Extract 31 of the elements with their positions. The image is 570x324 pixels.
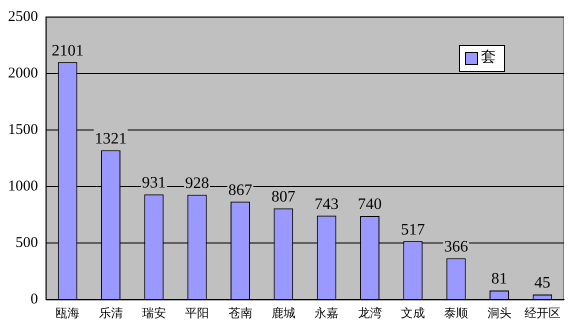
x-tick-label: 龙湾 [358,306,382,320]
data-label: 867 [228,182,252,199]
x-tick-label: 乐清 [98,306,123,320]
y-tick-label: 2000 [8,65,38,82]
data-label: 366 [444,238,468,256]
data-label: 81 [491,270,508,288]
x-tick-label: 瓯海 [56,306,80,320]
data-label: 740 [358,196,382,214]
y-tick-label: 2500 [8,8,38,25]
x-tick-label: 文成 [400,306,425,320]
y-tick-label: 0 [30,292,38,308]
x-tick-label: 永嘉 [314,306,339,320]
x-tick-label: 瑞安 [142,306,166,320]
x-tick-label: 泰顺 [444,306,468,320]
data-label: 931 [142,174,166,192]
data-label: 45 [534,274,550,292]
x-tick-label: 洞头 [487,306,512,320]
data-label: 2101 [52,42,84,60]
data-label: 807 [271,188,296,206]
x-tick-label: 苍南 [228,306,252,320]
data-label: 1321 [94,130,127,148]
y-tick-label: 1500 [8,122,38,138]
x-tick-label: 经开区 [524,306,560,320]
x-tick-label: 平阳 [185,306,210,320]
data-label: 517 [400,221,425,238]
x-tick-label: 鹿城 [271,306,296,320]
y-tick-label: 1000 [8,178,38,194]
data-label: 928 [185,174,210,192]
legend-label: 套 [481,47,496,66]
data-label: 743 [314,196,339,213]
y-tick-label: 500 [16,235,38,252]
